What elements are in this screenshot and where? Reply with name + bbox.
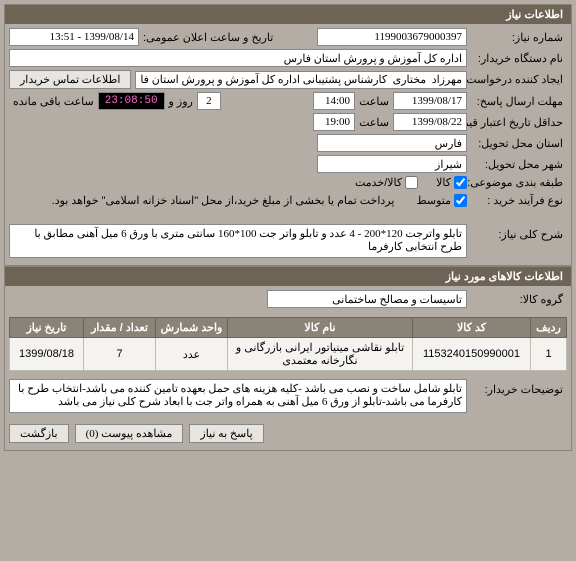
buyer-notes-field[interactable]	[9, 379, 467, 413]
panel-body: شماره نیاز: تاریخ و ساعت اعلان عمومی: نا…	[5, 24, 571, 265]
table-cell: عدد	[156, 338, 228, 371]
process-mid-label: متوسط	[416, 194, 451, 207]
panel-title: اطلاعات نیاز	[5, 5, 571, 24]
process-mid-checkbox[interactable]	[454, 194, 467, 207]
desc-label: شرح کلی نیاز:	[467, 224, 567, 241]
table-body: 11153240150990001تابلو نقاشی مینیاتور ای…	[10, 338, 567, 371]
back-button[interactable]: بازگشت	[9, 424, 69, 443]
attachments-button[interactable]: مشاهده پیوست (0)	[75, 424, 184, 443]
validity-date-field[interactable]	[393, 113, 467, 131]
validity-time-field[interactable]	[313, 113, 355, 131]
city-label: شهر محل تحویل:	[467, 158, 567, 171]
table-cell: 1153240150990001	[413, 338, 531, 371]
budget-service-checkbox[interactable]	[405, 176, 418, 189]
org-name-label: نام دستگاه خریدار:	[467, 52, 567, 65]
countdown-suffix: ساعت باقی مانده	[9, 95, 98, 108]
goods-panel-title: اطلاعات کالاهای مورد نیاز	[5, 267, 571, 286]
desc-field[interactable]	[9, 224, 467, 258]
public-date-field[interactable]	[9, 28, 139, 46]
reply-deadline-label: مهلت ارسال پاسخ:	[467, 95, 567, 108]
table-row[interactable]: 11153240150990001تابلو نقاشی مینیاتور ای…	[10, 338, 567, 371]
reply-time-label: ساعت	[355, 95, 393, 108]
validity-time-label: ساعت	[355, 116, 393, 129]
goods-group-label: گروه کالا:	[467, 293, 567, 306]
budget-service-label: کالا/خدمت	[355, 176, 402, 189]
table-header-row: ردیفکد کالانام کالاواحد شمارشتعداد / مقد…	[10, 318, 567, 338]
buyer-contact-button[interactable]: اطلاعات تماس خریدار	[9, 70, 131, 89]
province-label: استان محل تحویل:	[467, 137, 567, 150]
goods-table: ردیفکد کالانام کالاواحد شمارشتعداد / مقد…	[9, 317, 567, 371]
table-header-cell: تعداد / مقدار	[84, 318, 156, 338]
info-panel: اطلاعات نیاز شماره نیاز: تاریخ و ساعت اع…	[4, 4, 572, 266]
days-left-field	[197, 92, 221, 110]
process-type-label: نوع فرآیند خرید :	[467, 194, 567, 207]
budget-group-label: طبقه بندی موضوعی:	[467, 176, 567, 189]
goods-panel: اطلاعات کالاهای مورد نیاز گروه کالا: ردی…	[4, 266, 572, 451]
reply-button[interactable]: پاسخ به نیاز	[189, 424, 263, 443]
province-field[interactable]	[317, 134, 467, 152]
table-header-cell: کد کالا	[413, 318, 531, 338]
reply-date-field[interactable]	[393, 92, 467, 110]
creator-field[interactable]	[135, 71, 467, 89]
table-cell: 1399/08/18	[10, 338, 84, 371]
countdown-timer: 23:08:50	[98, 92, 165, 110]
public-date-label: تاریخ و ساعت اعلان عمومی:	[139, 31, 277, 44]
req-number-label: شماره نیاز:	[467, 31, 567, 44]
creator-label: ایجاد کننده درخواست:	[467, 73, 567, 86]
table-header-cell: تاریخ نیاز	[10, 318, 84, 338]
city-field[interactable]	[317, 155, 467, 173]
validity-label: حداقل تاریخ اعتبار قیمت:	[467, 116, 567, 129]
table-cell: تابلو نقاشی مینیاتور ایرانی بازرگانی و ن…	[228, 338, 413, 371]
org-name-field[interactable]	[9, 49, 467, 67]
table-header-cell: واحد شمارش	[156, 318, 228, 338]
process-note: پرداخت تمام یا بخشی از مبلغ خرید،از محل …	[48, 192, 399, 209]
table-header-cell: نام کالا	[228, 318, 413, 338]
table-header-cell: ردیف	[531, 318, 567, 338]
table-cell: 1	[531, 338, 567, 371]
table-cell: 7	[84, 338, 156, 371]
goods-group-field[interactable]	[267, 290, 467, 308]
budget-goods-checkbox[interactable]	[454, 176, 467, 189]
buyer-notes-label: توضیحات خریدار:	[467, 379, 567, 396]
budget-goods-label: کالا	[436, 176, 451, 189]
days-left-label: روز و	[165, 95, 197, 108]
reply-time-field[interactable]	[313, 92, 355, 110]
req-number-field[interactable]	[317, 28, 467, 46]
